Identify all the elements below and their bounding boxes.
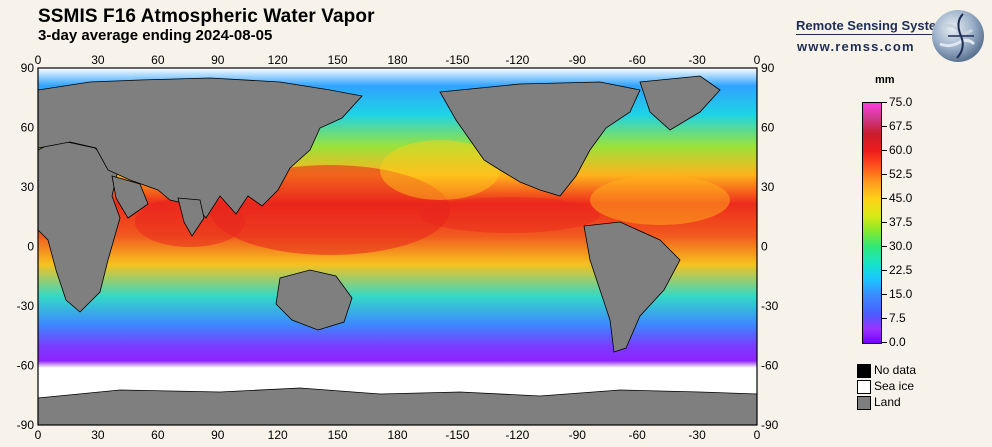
lon-tick-label-bottom: 150 bbox=[328, 428, 348, 442]
legend-label: No data bbox=[874, 363, 917, 377]
lat-tick-label-right: -30 bbox=[761, 299, 779, 313]
lon-tick-label-bottom: 30 bbox=[91, 428, 105, 442]
colorbar-tick-label: 0.0 bbox=[889, 335, 906, 349]
lon-tick-label-bottom: -120 bbox=[505, 428, 529, 442]
lon-tick-label-bottom: 90 bbox=[211, 428, 225, 442]
map-border bbox=[37, 67, 758, 426]
lon-tick-label-bottom: -90 bbox=[569, 428, 587, 442]
brand-divider bbox=[796, 34, 956, 35]
lon-tick-label-top: 150 bbox=[328, 53, 348, 67]
colorbar-tick bbox=[882, 198, 887, 199]
land-antarctica bbox=[37, 387, 758, 426]
colorbar-tick-label: 37.5 bbox=[889, 215, 913, 229]
lat-tick-label-right: -90 bbox=[761, 418, 779, 432]
land-australia bbox=[275, 269, 353, 331]
colorbar-tick-label: 45.0 bbox=[889, 191, 913, 205]
lat-tick-label-left: 60 bbox=[21, 121, 35, 135]
colorbar-tick bbox=[882, 174, 887, 175]
colorbar-tick-label: 67.5 bbox=[889, 119, 913, 133]
lon-tick-label-top: -90 bbox=[569, 53, 587, 67]
lon-tick-label-top: -150 bbox=[445, 53, 469, 67]
lon-tick-label-top: -120 bbox=[505, 53, 529, 67]
colorbar-tick-label: 22.5 bbox=[889, 263, 913, 277]
lat-tick-label-left: 30 bbox=[21, 180, 35, 194]
land-greenland bbox=[639, 75, 721, 131]
legend-swatch bbox=[857, 380, 871, 394]
colorbar-tick bbox=[882, 318, 887, 319]
lon-tick-label-top: 90 bbox=[211, 53, 225, 67]
lon-tick-label-top: 180 bbox=[387, 53, 407, 67]
map-subtitle: 3-day average ending 2024-08-05 bbox=[38, 27, 273, 44]
lat-tick-label-right: 90 bbox=[761, 61, 775, 75]
lon-tick-label-top: 60 bbox=[151, 53, 165, 67]
lon-tick-label-bottom: 0 bbox=[754, 428, 761, 442]
colorbar bbox=[862, 102, 882, 344]
brand-url[interactable]: www.remss.com bbox=[797, 39, 915, 54]
colorbar-tick bbox=[882, 246, 887, 247]
axis-ticks: 0 0 30 30 60 60 90 90 120 120 150 150 180 180 -150 -150… bbox=[17, 53, 779, 442]
lat-tick-label-right: 0 bbox=[761, 240, 768, 254]
colorbar-tick bbox=[882, 222, 887, 223]
lon-tick-label-top: 0 bbox=[754, 53, 761, 67]
lon-tick-label-top: -30 bbox=[688, 53, 706, 67]
lon-tick-label-top: 30 bbox=[91, 53, 105, 67]
colorbar-tick bbox=[882, 150, 887, 151]
colorbar-tick-label: 30.0 bbox=[889, 239, 913, 253]
lon-tick-label-bottom: -60 bbox=[628, 428, 646, 442]
lat-tick-label-left: -60 bbox=[17, 359, 35, 373]
lon-tick-label-top: 0 bbox=[35, 53, 42, 67]
lon-tick-label-top: 120 bbox=[268, 53, 288, 67]
lat-tick-label-left: 0 bbox=[27, 240, 34, 254]
lat-tick-label-left: -30 bbox=[17, 299, 35, 313]
colorbar-tick bbox=[882, 342, 887, 343]
colorbar-tick-label: 15.0 bbox=[889, 287, 913, 301]
map-title: SSMIS F16 Atmospheric Water Vapor bbox=[38, 6, 375, 27]
colorbar-tick bbox=[882, 270, 887, 271]
colorbar-tick bbox=[882, 126, 887, 127]
land-north-america bbox=[439, 81, 641, 197]
land-masses bbox=[37, 75, 758, 426]
brand-name: Remote Sensing Systems bbox=[796, 18, 955, 33]
colorbar-tick bbox=[882, 102, 887, 103]
lat-tick-label-left: -90 bbox=[17, 418, 35, 432]
colorbar-tick-label: 60.0 bbox=[889, 143, 913, 157]
colorbar-tick-label: 75.0 bbox=[889, 95, 913, 109]
lon-tick-label-bottom: -150 bbox=[445, 428, 469, 442]
legend-swatch bbox=[857, 364, 871, 378]
lon-tick-label-bottom: 120 bbox=[268, 428, 288, 442]
colorbar-unit: mm bbox=[875, 74, 895, 86]
legend-label: Sea ice bbox=[874, 379, 915, 393]
lat-tick-label-right: 60 bbox=[761, 121, 775, 135]
lon-tick-label-bottom: 60 bbox=[151, 428, 165, 442]
lon-tick-label-bottom: 180 bbox=[387, 428, 407, 442]
lat-tick-label-right: 30 bbox=[761, 180, 775, 194]
globe-logo-icon bbox=[932, 10, 984, 62]
lon-tick-label-bottom: -30 bbox=[688, 428, 706, 442]
colorbar-tick bbox=[882, 294, 887, 295]
lon-tick-label-top: -60 bbox=[628, 53, 646, 67]
land-india bbox=[177, 197, 205, 237]
lat-tick-label-right: -60 bbox=[761, 359, 779, 373]
land-arabia bbox=[111, 175, 149, 219]
lat-tick-label-left: 90 bbox=[21, 61, 35, 75]
land-eurasia bbox=[37, 77, 363, 219]
lon-tick-label-bottom: 0 bbox=[35, 428, 42, 442]
colorbar-tick-label: 7.5 bbox=[889, 311, 906, 325]
legend-label: Land bbox=[874, 395, 901, 409]
land-south-america bbox=[583, 221, 681, 353]
colorbar-tick-label: 52.5 bbox=[889, 167, 913, 181]
legend-swatch bbox=[857, 396, 871, 410]
